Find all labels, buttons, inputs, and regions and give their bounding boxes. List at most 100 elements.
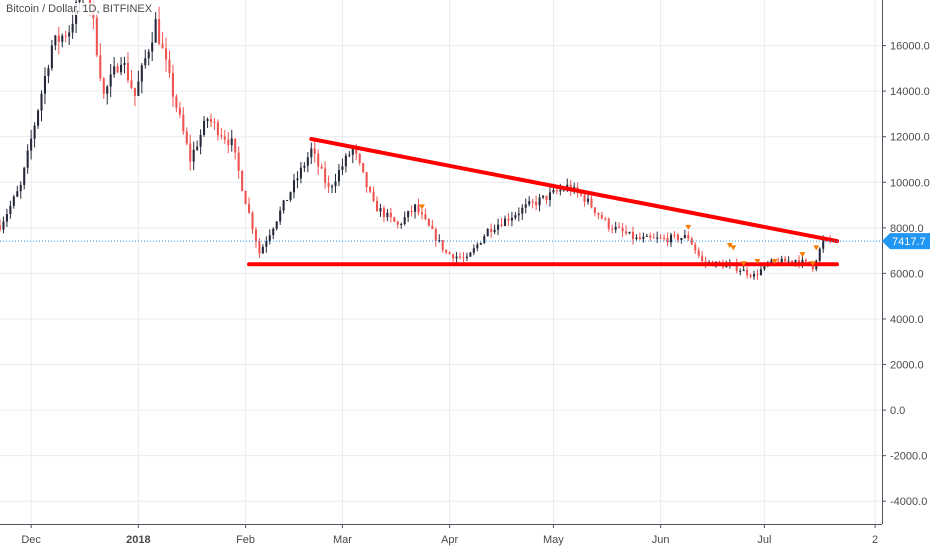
candle-body — [528, 201, 531, 205]
candle-body — [178, 107, 181, 115]
price-tick-label: 10000.0 — [890, 177, 930, 189]
candle-body — [171, 72, 174, 97]
candle-body — [652, 237, 655, 239]
candle-body — [676, 234, 679, 241]
candle-body — [531, 201, 534, 203]
candle-body — [209, 119, 213, 122]
candle-body — [791, 260, 794, 263]
price-axis[interactable] — [882, 0, 932, 550]
candle-body — [358, 153, 361, 163]
candle-body — [407, 211, 410, 218]
candle-body — [545, 195, 548, 200]
candle-body — [794, 260, 797, 263]
trendline-descending-resistance[interactable] — [309, 136, 840, 244]
candle-body — [292, 180, 296, 193]
candle-body — [88, 0, 91, 5]
candle-body — [787, 260, 790, 262]
candle-body — [441, 239, 444, 251]
grid-lines — [0, 0, 882, 524]
candle-body — [12, 196, 15, 206]
candle-body — [140, 65, 143, 82]
candle-body — [386, 212, 389, 218]
candle-body — [393, 217, 396, 222]
time-tick-label: Feb — [236, 534, 255, 546]
candle-body — [151, 42, 154, 52]
candle-body — [784, 258, 787, 262]
candle-body — [701, 255, 704, 262]
candle-body — [448, 252, 451, 255]
signal-marker — [799, 252, 806, 258]
candle-body — [320, 166, 323, 169]
price-tick-label: 2000.0 — [890, 360, 924, 372]
candle-body — [445, 250, 448, 253]
candle-body — [541, 195, 545, 198]
candle-body — [68, 32, 71, 37]
candle-body — [479, 242, 482, 245]
time-tick-label: Jul — [757, 534, 771, 546]
candle-body — [749, 275, 752, 277]
candle-body — [611, 228, 614, 230]
last-price-tag: 7417.7 — [882, 233, 930, 250]
candle-body — [597, 213, 600, 215]
candle-body — [607, 218, 610, 229]
candles — [0, 0, 832, 280]
candle-body — [2, 221, 5, 230]
candle-body — [493, 229, 496, 233]
candle-body — [438, 239, 441, 241]
price-tick-label: 12000.0 — [890, 132, 930, 144]
candle-body — [552, 190, 555, 193]
candle-body — [535, 201, 538, 206]
trendlines — [247, 136, 840, 267]
candle-body — [759, 269, 762, 275]
candle-body — [427, 219, 430, 226]
candle-body — [562, 189, 565, 191]
candle-body — [78, 0, 81, 3]
candle-body — [739, 271, 742, 273]
price-tick-label: 0.0 — [890, 405, 905, 417]
price-tick-label: 16000.0 — [890, 41, 930, 53]
candle-body — [621, 227, 624, 232]
candle-body — [763, 264, 766, 270]
candle-body — [417, 204, 420, 213]
candle-body — [455, 256, 458, 259]
candle-body — [154, 19, 157, 43]
candle-body — [400, 224, 403, 226]
candle-body — [306, 157, 309, 166]
candle-body — [282, 200, 285, 211]
price-tick-label: 14000.0 — [890, 86, 930, 98]
signal-marker — [418, 204, 425, 210]
signal-marker — [726, 243, 733, 249]
signal-marker — [754, 259, 761, 264]
time-tick-label: 2018 — [126, 534, 150, 546]
candle-body — [126, 62, 130, 81]
candle-body — [746, 269, 749, 276]
candle-body — [120, 64, 123, 73]
time-tick-label: May — [543, 534, 564, 546]
candle-body — [61, 35, 64, 42]
candle-body — [123, 62, 126, 65]
candle-body — [64, 35, 67, 37]
candle-body — [635, 237, 638, 240]
candle-body — [313, 148, 316, 154]
candle-body — [348, 154, 351, 156]
candle-body — [331, 186, 334, 188]
time-tick-label: Dec — [21, 534, 41, 546]
candle-body — [199, 134, 202, 147]
candle-body — [30, 138, 33, 151]
candle-body — [593, 207, 596, 214]
candle-body — [99, 55, 102, 79]
candle-body — [116, 66, 119, 73]
candle-body — [756, 274, 759, 276]
signal-marker — [740, 261, 747, 267]
candle-body — [303, 165, 306, 168]
candle-body — [102, 78, 105, 94]
candle-body — [158, 19, 161, 44]
candle-body — [279, 210, 282, 222]
candle-body — [227, 139, 230, 146]
candle-body — [486, 228, 489, 237]
signal-marker — [730, 245, 737, 251]
candle-body — [645, 235, 648, 237]
signal-markers — [418, 204, 820, 267]
candle-body — [16, 191, 19, 197]
